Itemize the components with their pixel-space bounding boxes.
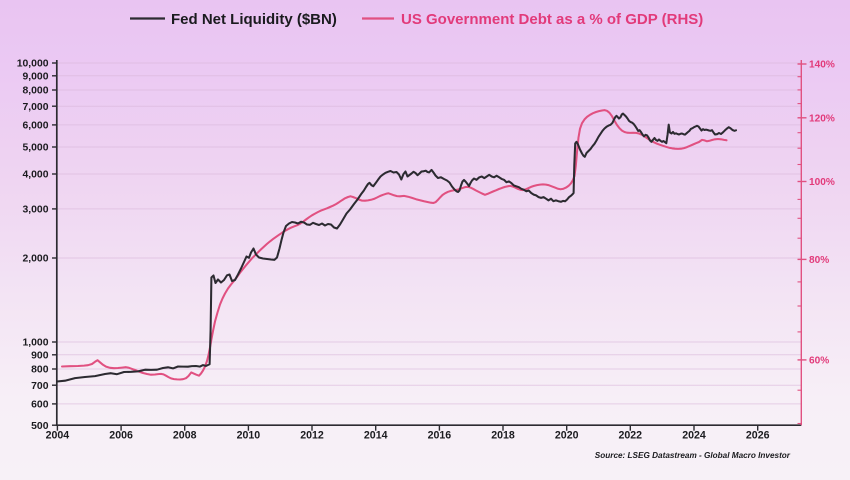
svg-text:100%: 100% — [809, 177, 835, 188]
svg-text:120%: 120% — [809, 113, 835, 124]
svg-text:2024: 2024 — [682, 430, 706, 442]
svg-text:900: 900 — [31, 350, 49, 361]
svg-text:140%: 140% — [809, 60, 835, 71]
svg-text:2010: 2010 — [237, 430, 261, 442]
svg-text:800: 800 — [31, 365, 49, 376]
svg-text:2014: 2014 — [364, 430, 388, 442]
svg-text:6,000: 6,000 — [22, 121, 48, 132]
svg-text:2012: 2012 — [300, 430, 324, 442]
svg-text:8,000: 8,000 — [22, 86, 48, 97]
svg-text:Source: LSEG Datastream - Glob: Source: LSEG Datastream - Global Macro I… — [595, 451, 791, 460]
svg-text:2016: 2016 — [428, 430, 452, 442]
svg-text:60%: 60% — [809, 356, 829, 367]
svg-text:2,000: 2,000 — [22, 254, 48, 265]
svg-text:1,000: 1,000 — [22, 338, 48, 349]
svg-text:2022: 2022 — [619, 430, 643, 442]
svg-text:4,000: 4,000 — [22, 170, 48, 181]
svg-text:10,000: 10,000 — [17, 59, 49, 70]
svg-text:2020: 2020 — [555, 430, 579, 442]
svg-text:2026: 2026 — [746, 430, 770, 442]
svg-text:2008: 2008 — [173, 430, 197, 442]
svg-text:700: 700 — [31, 381, 49, 392]
svg-text:9,000: 9,000 — [22, 71, 48, 82]
svg-text:80%: 80% — [809, 255, 829, 266]
svg-text:2006: 2006 — [109, 430, 133, 442]
svg-text:5,000: 5,000 — [22, 143, 48, 154]
svg-text:500: 500 — [31, 421, 49, 432]
svg-text:7,000: 7,000 — [22, 102, 48, 113]
svg-text:600: 600 — [31, 400, 49, 411]
svg-text:3,000: 3,000 — [22, 205, 48, 216]
svg-text:Fed Net Liquidity ($BN): Fed Net Liquidity ($BN) — [171, 11, 337, 28]
svg-text:US Government Debt as a % of G: US Government Debt as a % of GDP (RHS) — [401, 11, 703, 28]
svg-text:2018: 2018 — [491, 430, 515, 442]
svg-text:2004: 2004 — [46, 430, 70, 442]
